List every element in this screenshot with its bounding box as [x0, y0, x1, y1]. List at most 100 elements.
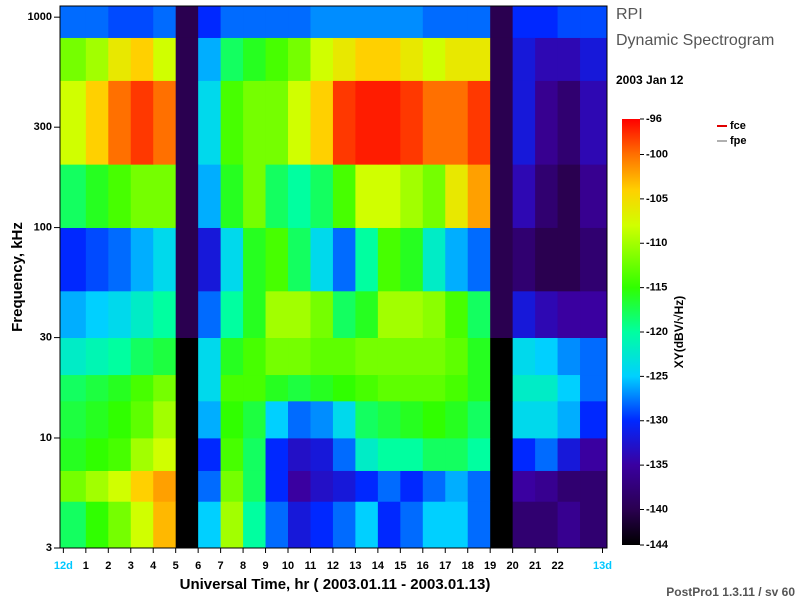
x-tick-label: 3 — [128, 560, 134, 572]
heatmap-cell — [153, 164, 177, 228]
heatmap-cell — [153, 400, 177, 439]
chart-subtitle: Dynamic Spectrogram — [616, 32, 774, 49]
heatmap-cell — [220, 470, 244, 502]
heatmap-cell — [422, 437, 446, 471]
heatmap-cell — [265, 437, 289, 471]
heatmap-cell — [85, 374, 109, 402]
heatmap-cell — [445, 80, 469, 165]
heatmap-cell — [557, 6, 581, 38]
colorbar-tick-label: -110 — [646, 237, 667, 249]
x-tick-label: 2 — [105, 560, 111, 572]
x-axis-label: Universal Time, hr ( 2003.01.11 - 2003.0… — [180, 576, 491, 593]
x-tick-label: 19 — [484, 560, 496, 572]
heatmap-cell — [490, 470, 514, 502]
y-tick-label: 300 — [34, 121, 52, 133]
colorbar-tick-label: -100 — [646, 148, 668, 160]
heatmap-cell — [85, 337, 109, 376]
heatmap-cell — [220, 374, 244, 402]
heatmap-cell — [355, 470, 379, 502]
x-tick-label: 7 — [218, 560, 224, 572]
heatmap-cell — [108, 80, 132, 165]
colorbar — [622, 119, 640, 545]
heatmap-cell — [400, 37, 424, 81]
heatmap-cell — [512, 227, 536, 292]
heatmap-cell — [108, 374, 132, 402]
x-tick-label: 17 — [439, 560, 451, 572]
heatmap-cell — [332, 337, 356, 376]
heatmap-cell — [198, 501, 222, 549]
x-tick-label: 13 — [349, 560, 361, 572]
heatmap-cell — [60, 400, 87, 439]
heatmap-cell — [512, 6, 536, 38]
heatmap-cell — [535, 437, 558, 471]
heatmap-cell — [108, 501, 132, 549]
heatmap-cell — [198, 400, 222, 439]
heatmap-cell — [535, 6, 558, 38]
heatmap-cell — [288, 290, 311, 338]
heatmap-cell — [265, 6, 289, 38]
heatmap-cell — [60, 501, 87, 549]
heatmap-cell — [377, 501, 401, 549]
heatmap-cell — [243, 164, 266, 228]
heatmap-cell — [175, 290, 199, 338]
colorbar-tick-label: -120 — [646, 326, 668, 338]
chart-title: RPI — [616, 6, 643, 23]
heatmap-cell — [288, 374, 311, 402]
heatmap-cell — [355, 374, 379, 402]
heatmap-cell — [198, 374, 222, 402]
heatmap-cell — [198, 227, 222, 292]
heatmap-cell — [288, 37, 311, 81]
heatmap-cell — [175, 374, 199, 402]
heatmap-cell — [422, 37, 446, 81]
heatmap-cell — [265, 374, 289, 402]
heatmap-cell — [332, 470, 356, 502]
heatmap-cell — [580, 6, 608, 38]
heatmap-cell — [243, 337, 266, 376]
heatmap-cell — [400, 290, 424, 338]
heatmap-cell — [288, 501, 311, 549]
x-tick-label: 9 — [262, 560, 268, 572]
y-tick-label: 3 — [46, 542, 52, 554]
heatmap-cell — [198, 6, 222, 38]
heatmap-cell — [535, 227, 558, 292]
heatmap-cell — [130, 37, 154, 81]
heatmap-cell — [175, 501, 199, 549]
heatmap-cell — [557, 501, 581, 549]
heatmap-cell — [310, 80, 334, 165]
heatmap-cell — [580, 470, 608, 502]
heatmap-cell — [198, 164, 222, 228]
heatmap-cell — [422, 337, 446, 376]
heatmap-cell — [535, 374, 558, 402]
heatmap-cell — [467, 37, 491, 81]
heatmap-cell — [332, 227, 356, 292]
heatmap-cell — [310, 501, 334, 549]
heatmap-cell — [332, 437, 356, 471]
x-tick-label: 22 — [551, 560, 563, 572]
heatmap-cell — [243, 374, 266, 402]
heatmap-cell — [580, 37, 608, 81]
heatmap-cell — [60, 374, 87, 402]
heatmap-cell — [243, 400, 266, 439]
heatmap-cell — [220, 80, 244, 165]
date-label: 2003 Jan 12 — [616, 73, 684, 87]
heatmap-cell — [60, 337, 87, 376]
colorbar-label: XY(dBV/√Hz) — [672, 296, 686, 369]
heatmap-cell — [243, 37, 266, 81]
x-tick-label: 20 — [507, 560, 519, 572]
heatmap-cell — [467, 227, 491, 292]
x-tick-label: 5 — [173, 560, 179, 572]
heatmap-cell — [153, 337, 177, 376]
heatmap-cell — [557, 164, 581, 228]
heatmap-cell — [220, 227, 244, 292]
heatmap-cell — [220, 501, 244, 549]
legend-label: fce — [730, 120, 746, 132]
heatmap-cell — [377, 164, 401, 228]
heatmap-cell — [490, 337, 514, 376]
heatmap-cell — [445, 164, 469, 228]
heatmap-cell — [512, 37, 536, 81]
heatmap-cell — [580, 290, 608, 338]
heatmap-cell — [332, 80, 356, 165]
heatmap-cell — [288, 337, 311, 376]
heatmap-cell — [377, 6, 401, 38]
heatmap-cell — [490, 80, 514, 165]
